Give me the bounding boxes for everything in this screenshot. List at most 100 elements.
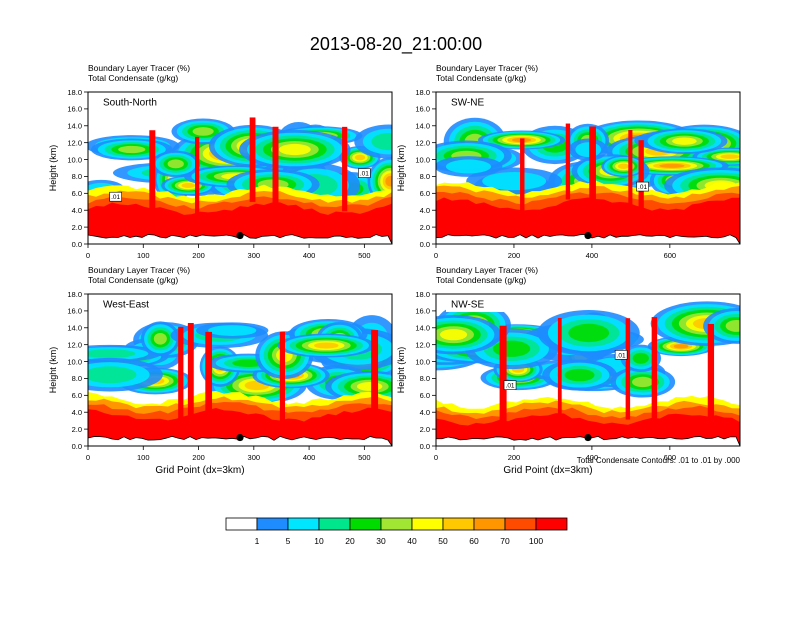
- x-tick-label: 400: [303, 251, 316, 260]
- y-tick-label: 10.0: [415, 155, 430, 164]
- cloud-blob: [568, 323, 610, 343]
- y-tick-label: 10.0: [67, 357, 82, 366]
- colorbar-label: 20: [345, 536, 355, 546]
- panel-1: Boundary Layer Tracer (%)Total Condensat…: [396, 63, 741, 260]
- x-tick-label: 500: [358, 453, 371, 462]
- colorbar: 1 5 10 20 30 40 50 60 70 100: [225, 517, 568, 546]
- y-tick-label: 0.0: [420, 240, 430, 249]
- y-tick-label: 2.0: [420, 223, 430, 232]
- y-tick-label: 12.0: [67, 340, 82, 349]
- convective-tower: [371, 330, 379, 423]
- plot-frame: [87, 293, 393, 447]
- panel-label-box: [446, 95, 510, 110]
- y-tick-label: 16.0: [415, 307, 430, 316]
- cloud-blob: [167, 159, 184, 169]
- cloud-blob: [354, 154, 366, 161]
- panel-header-condensate: Total Condensate (g/kg): [436, 275, 526, 285]
- y-tick-label: 4.0: [420, 206, 430, 215]
- colorbar-label: 30: [376, 536, 386, 546]
- convective-tower: [628, 129, 633, 206]
- convective-tower: [638, 140, 644, 217]
- convective-tower: [589, 126, 596, 203]
- y-tick-label: 14.0: [415, 324, 430, 333]
- colorbar-label: 5: [286, 536, 291, 546]
- y-tick-label: 18.0: [415, 88, 430, 97]
- y-tick-label: 8.0: [72, 172, 82, 181]
- colorbar-label: 60: [469, 536, 479, 546]
- convective-tower: [707, 323, 715, 426]
- colorbar-swatch: [256, 517, 289, 531]
- location-marker: [236, 433, 244, 442]
- x-tick-label: 500: [358, 251, 371, 260]
- y-axis-label: Height (km): [48, 145, 58, 192]
- y-tick-label: 18.0: [67, 290, 82, 299]
- cloud-blob: [492, 340, 531, 357]
- x-axis-label: Grid Point (dx=3km): [155, 465, 244, 476]
- convective-tower: [342, 126, 348, 212]
- plot-area: [436, 294, 740, 446]
- y-tick-label: 12.0: [67, 138, 82, 147]
- x-tick-label: 300: [248, 453, 261, 462]
- cloud-blob: [371, 133, 392, 151]
- cloud-blob: [720, 154, 740, 159]
- location-marker: [584, 231, 592, 240]
- y-tick-label: 16.0: [67, 307, 82, 316]
- colorbar-swatch: [380, 517, 413, 531]
- y-tick-label: 14.0: [67, 122, 82, 131]
- y-tick-label: 6.0: [420, 189, 430, 198]
- cloud-blob: [564, 368, 595, 382]
- y-tick-label: 4.0: [72, 206, 82, 215]
- colorbar-label: 70: [500, 536, 510, 546]
- convective-tower: [205, 331, 213, 425]
- plot-frame: [87, 91, 393, 245]
- convective-tower: [178, 326, 184, 420]
- x-tick-label: 200: [508, 453, 521, 462]
- convective-tower: [565, 123, 571, 200]
- panel-label-box: [98, 297, 162, 312]
- x-tick-label: 100: [137, 251, 150, 260]
- panel-0: Boundary Layer Tracer (%)Total Condensat…: [48, 63, 393, 260]
- panel-header-tracer: Boundary Layer Tracer (%): [436, 63, 538, 73]
- cloud-blob: [153, 332, 167, 345]
- y-tick-label: 14.0: [67, 324, 82, 333]
- x-tick-label: 200: [192, 453, 205, 462]
- panel-header-tracer: Boundary Layer Tracer (%): [436, 265, 538, 275]
- panel-label: West-East: [103, 300, 149, 311]
- x-tick-label: 0: [434, 453, 438, 462]
- colorbar-label: 40: [407, 536, 417, 546]
- x-tick-label: 600: [664, 251, 677, 260]
- panel-header-tracer: Boundary Layer Tracer (%): [88, 63, 190, 73]
- panel-header-condensate: Total Condensate (g/kg): [88, 275, 178, 285]
- y-tick-label: 8.0: [420, 172, 430, 181]
- convective-tower: [249, 117, 256, 202]
- colorbar-label: 100: [529, 536, 543, 546]
- colorbar-swatch: [225, 517, 258, 531]
- x-tick-label: 400: [586, 251, 599, 260]
- cloud-blob: [482, 171, 547, 191]
- x-tick-label: 400: [586, 453, 599, 462]
- cloud-blob: [725, 319, 740, 332]
- cloud-blob: [181, 183, 196, 188]
- colorbar-swatch: [349, 517, 382, 531]
- contour-label: .01: [638, 184, 647, 191]
- y-tick-label: 12.0: [415, 138, 430, 147]
- panel-label-box: [446, 297, 510, 312]
- panel-label: South-North: [103, 98, 157, 109]
- contour-label-box: [636, 181, 649, 192]
- y-tick-label: 6.0: [420, 391, 430, 400]
- y-tick-label: 18.0: [415, 290, 430, 299]
- x-axis-label: Grid Point (dx=3km): [503, 465, 592, 476]
- cloud-blob: [445, 159, 492, 174]
- cloud-blob: [208, 325, 257, 336]
- cloud-blob: [118, 145, 146, 154]
- plot-area: [436, 92, 740, 244]
- cloud-blob: [575, 142, 602, 158]
- convective-tower: [149, 130, 156, 215]
- convective-tower: [557, 317, 562, 420]
- x-tick-label: 300: [248, 251, 261, 260]
- x-tick-label: 200: [192, 251, 205, 260]
- colorbar-swatch: [504, 517, 537, 531]
- convective-tower: [520, 138, 525, 215]
- x-tick-label: 0: [86, 453, 90, 462]
